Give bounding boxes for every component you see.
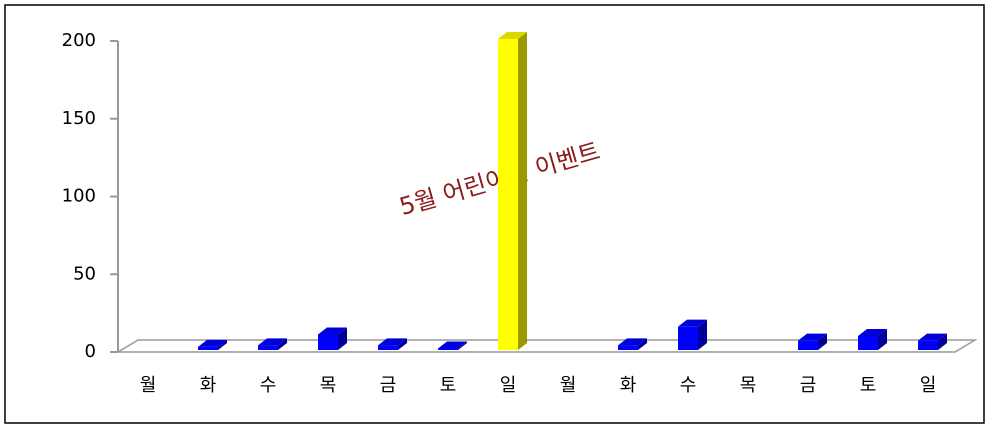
bar bbox=[438, 348, 458, 350]
bar-top bbox=[678, 319, 707, 327]
x-tick-label: 목 bbox=[740, 375, 757, 396]
bar-side bbox=[278, 338, 287, 350]
bar-side bbox=[698, 319, 707, 350]
bar-side bbox=[398, 338, 407, 350]
bar bbox=[798, 340, 818, 350]
bar bbox=[918, 340, 938, 350]
bar-side bbox=[218, 339, 227, 350]
y-tick-label: 150 bbox=[62, 108, 96, 129]
y-tick-label: 0 bbox=[85, 341, 96, 362]
x-tick-label: 일 bbox=[500, 375, 517, 396]
bar-side bbox=[878, 329, 887, 350]
x-tick-label: 목 bbox=[320, 375, 337, 396]
x-tick-label: 수 bbox=[680, 375, 697, 396]
bar-top bbox=[618, 338, 647, 346]
y-tick-label: 200 bbox=[62, 30, 96, 51]
chart-frame bbox=[4, 4, 985, 424]
x-tick-label: 화 bbox=[200, 375, 217, 396]
bar-top bbox=[858, 329, 887, 337]
bar bbox=[258, 345, 278, 350]
bar-side bbox=[638, 338, 647, 350]
bar bbox=[498, 39, 518, 350]
bar-side bbox=[338, 327, 347, 350]
x-tick-label: 화 bbox=[620, 375, 637, 396]
x-tick-label: 토 bbox=[440, 375, 457, 396]
y-tick-label: 100 bbox=[62, 186, 96, 207]
bar-top bbox=[798, 333, 827, 341]
floor bbox=[115, 339, 978, 353]
x-tick-label: 월 bbox=[560, 375, 577, 396]
x-tick-label: 수 bbox=[260, 375, 277, 396]
bar bbox=[678, 326, 698, 350]
bar bbox=[318, 334, 338, 350]
bar-top bbox=[318, 327, 347, 335]
bar-top bbox=[918, 333, 947, 341]
bar bbox=[618, 345, 638, 350]
bar-top bbox=[378, 338, 407, 346]
y-tick-label: 50 bbox=[73, 263, 96, 284]
bar bbox=[858, 336, 878, 350]
bar-top bbox=[498, 32, 527, 39]
bar-top bbox=[258, 338, 287, 346]
x-tick-label: 토 bbox=[860, 375, 877, 396]
bar-top bbox=[438, 341, 467, 349]
bar-side bbox=[458, 341, 467, 350]
bar-side bbox=[938, 333, 947, 350]
bar-side bbox=[518, 32, 527, 350]
bar bbox=[198, 346, 218, 350]
bar-side bbox=[818, 333, 827, 350]
x-tick-label: 일 bbox=[920, 375, 937, 396]
x-tick-label: 금 bbox=[380, 375, 397, 396]
bar-top bbox=[198, 339, 227, 347]
x-tick-label: 월 bbox=[140, 375, 157, 396]
bar bbox=[378, 345, 398, 350]
x-tick-label: 금 bbox=[800, 375, 817, 396]
